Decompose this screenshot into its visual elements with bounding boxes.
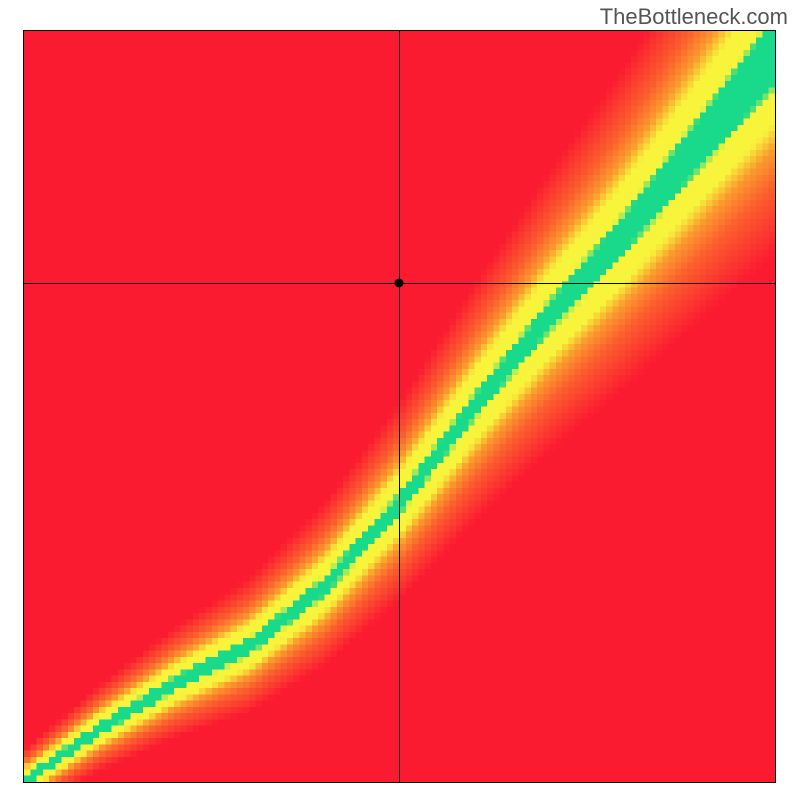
watermark-text: TheBottleneck.com [600, 4, 788, 30]
crosshair-marker [394, 279, 403, 288]
crosshair-vertical [399, 31, 400, 782]
plot-area [23, 30, 776, 783]
chart-container: TheBottleneck.com [0, 0, 800, 800]
